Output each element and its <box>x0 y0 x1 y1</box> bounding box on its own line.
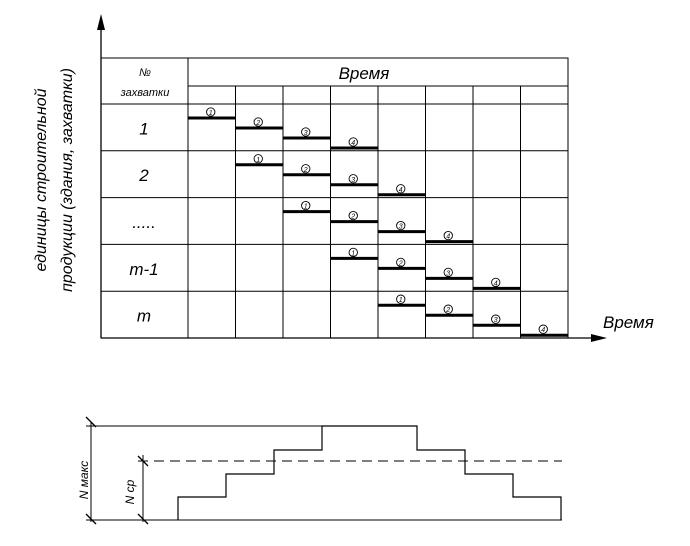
process-number-circle <box>301 127 311 137</box>
process-number-circle <box>206 107 216 117</box>
process-number: 4 <box>351 140 355 147</box>
process-number-circle <box>491 277 501 288</box>
process-number: 3 <box>494 317 498 324</box>
process-number-circle <box>443 230 453 241</box>
x-axis-arrow <box>591 334 607 342</box>
resource-chart: N макс N ср <box>77 416 562 525</box>
process-number: 2 <box>255 120 260 127</box>
process-number: 2 <box>303 167 308 174</box>
process-number-circle <box>348 174 358 184</box>
y-axis-arrow <box>97 14 105 30</box>
process-number: 4 <box>446 234 450 241</box>
process-number-circle <box>348 210 358 221</box>
process-number: 2 <box>445 307 450 314</box>
row-label: m-1 <box>129 260 158 279</box>
n-max-tick-bottom <box>85 513 97 525</box>
process-number-circle <box>538 324 548 334</box>
resource-step-profile <box>177 425 562 520</box>
n-max-label: N макс <box>77 461 91 499</box>
row-labels: 1 2..... m-1 m <box>129 119 158 325</box>
process-number: 4 <box>399 187 403 194</box>
process-number: 3 <box>399 224 403 231</box>
process-number: 3 <box>446 270 450 277</box>
y-axis-label-line2: продукции (здания, захватки) <box>59 68 76 292</box>
process-number: 3 <box>351 177 355 184</box>
n-avg-label: N ср <box>123 479 137 504</box>
process-number: 2 <box>398 260 403 267</box>
process-number: 1 <box>399 297 403 304</box>
process-number: 1 <box>304 204 308 211</box>
n-max-tick-top <box>85 416 97 428</box>
process-bars: 1 2 3 4 1 2 3 4 1 2 3 4 1 2 3 4 1 2 3 4 <box>188 107 568 337</box>
process-number-circle <box>253 117 263 127</box>
process-number-circle <box>396 184 406 194</box>
col-header-number: № <box>139 67 151 79</box>
x-axis-label: Время <box>603 313 654 332</box>
process-number: 4 <box>494 280 498 287</box>
y-axis-label-line1: единицы строительной <box>33 88 50 271</box>
process-number-circle <box>253 154 263 164</box>
process-number: 1 <box>256 157 260 164</box>
row-label: ..... <box>132 213 156 232</box>
process-number: 2 <box>350 214 355 221</box>
process-number-circle <box>348 137 358 147</box>
col-header-zakhvatki: захватки <box>120 87 170 99</box>
process-number: 1 <box>351 250 355 257</box>
row-label: m <box>137 307 151 326</box>
process-number: 3 <box>304 130 308 137</box>
process-number-circle <box>491 314 501 324</box>
process-number: 1 <box>209 110 213 117</box>
process-number-circle <box>348 247 358 258</box>
process-number: 4 <box>541 327 545 334</box>
n-avg-tick-bottom <box>137 513 149 525</box>
process-number-circle <box>301 200 311 211</box>
process-number-circle <box>443 267 453 278</box>
process-number-circle <box>396 220 406 231</box>
process-number-circle <box>396 294 406 304</box>
process-number-circle <box>396 257 406 268</box>
row-label: 2 <box>138 166 149 185</box>
row-label: 1 <box>139 119 148 138</box>
time-header: Время <box>339 64 390 83</box>
process-number-circle <box>301 164 311 174</box>
process-number-circle <box>443 304 453 314</box>
schedule-grid <box>100 57 569 339</box>
